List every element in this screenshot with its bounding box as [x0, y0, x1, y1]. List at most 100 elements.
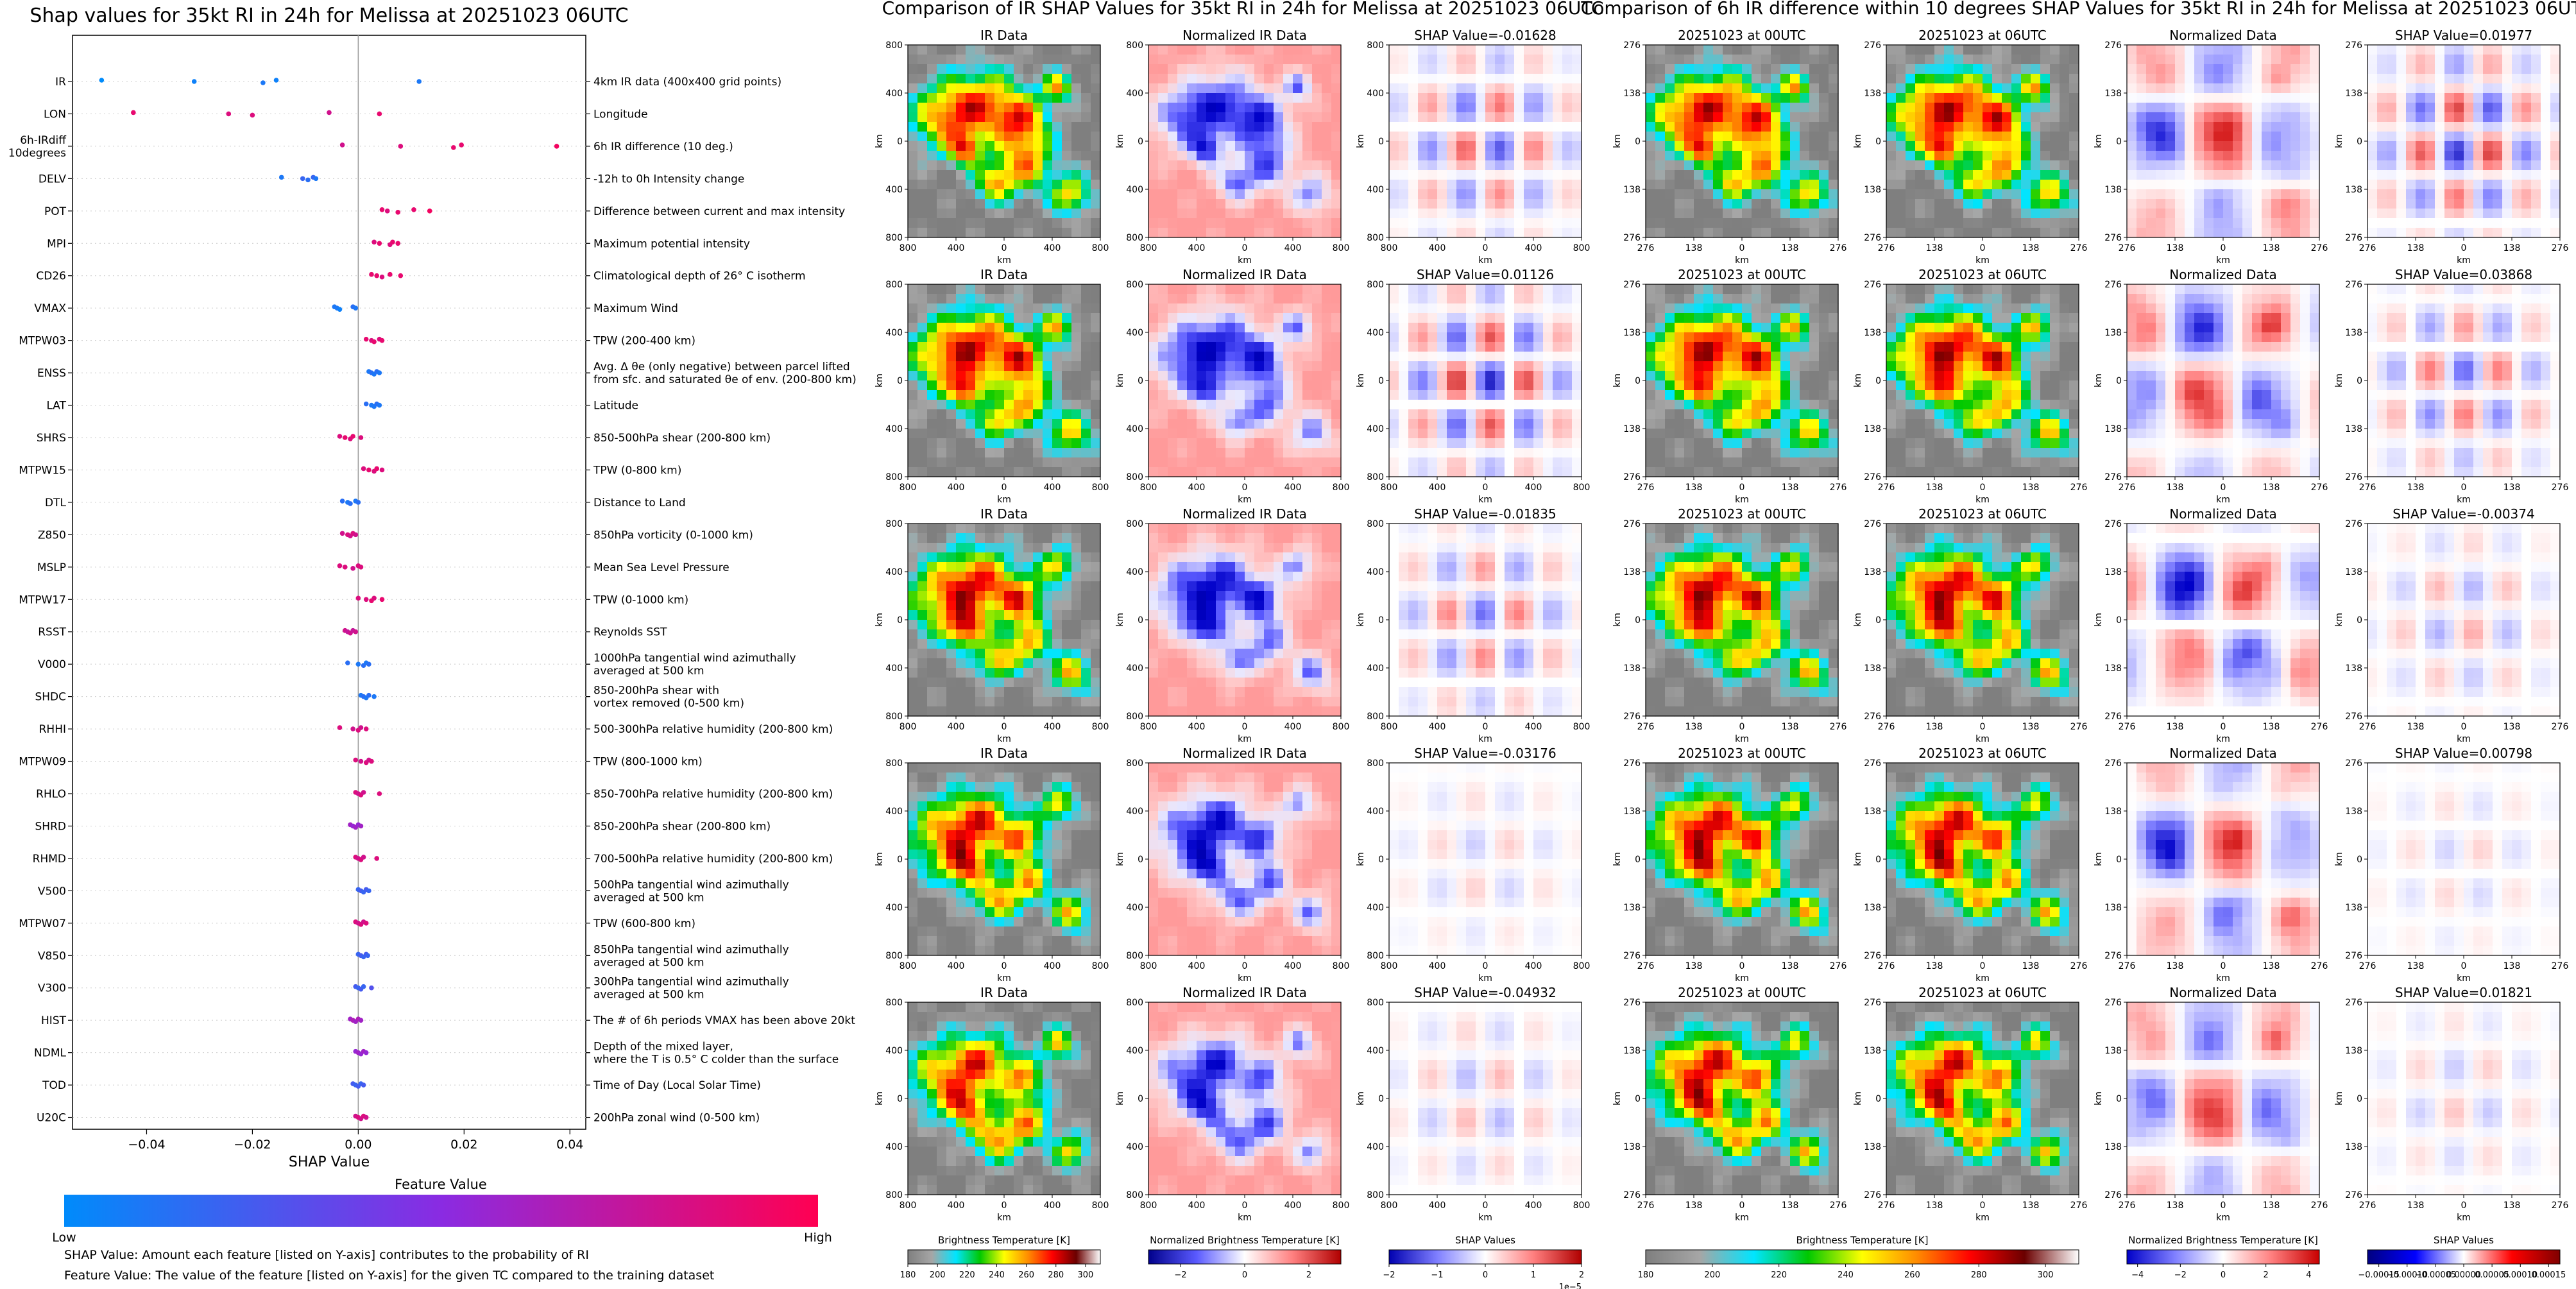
- image-cell: [1456, 228, 1467, 238]
- image-cell: [1062, 610, 1072, 620]
- image-cell: [1187, 658, 1197, 669]
- image-cell: [1466, 706, 1476, 717]
- image-cell: [1447, 151, 1457, 161]
- image-cell: [1052, 228, 1062, 238]
- image-cell: [1495, 180, 1505, 190]
- image-cell: [946, 419, 957, 429]
- image-cell: [1014, 821, 1024, 831]
- image-cell: [1476, 687, 1486, 697]
- image-cell: [1399, 591, 1409, 601]
- image-cell: [1312, 313, 1322, 323]
- image-cell: [1408, 218, 1419, 228]
- image-cell: [994, 878, 1005, 889]
- image-cell: [1553, 361, 1563, 371]
- image-cell: [1033, 151, 1043, 161]
- image-cell: [1514, 533, 1524, 543]
- image-cell: [1524, 581, 1534, 592]
- image-cell: [1081, 390, 1091, 400]
- image-cell: [1312, 170, 1322, 180]
- image-cell: [946, 332, 957, 343]
- image-cell: [1071, 849, 1082, 860]
- image-cell: [1225, 209, 1236, 219]
- image-cell: [1456, 180, 1467, 190]
- image-cell: [917, 907, 928, 918]
- image-cell: [1418, 687, 1428, 697]
- image-cell: [1014, 83, 1024, 94]
- image-cell: [1533, 180, 1544, 190]
- image-cell: [985, 419, 995, 429]
- image-cell: [1245, 773, 1255, 783]
- image-cell: [1148, 189, 1159, 200]
- image-cell: [1572, 132, 1582, 142]
- image-cell: [1052, 610, 1062, 620]
- image-cell: [1071, 706, 1082, 717]
- image-cell: [1428, 151, 1438, 161]
- feature-description: Depth of the mixed layer,: [593, 1041, 733, 1054]
- image-cell: [1245, 620, 1255, 630]
- image-cell: [1197, 782, 1207, 792]
- feature-description: TPW (800-1000 km): [593, 756, 703, 769]
- image-cell: [1148, 849, 1159, 860]
- image-cell: [956, 64, 966, 74]
- image-cell: [1408, 55, 1419, 65]
- image-cell: [1505, 629, 1515, 640]
- image-cell: [1447, 55, 1457, 65]
- image-cell: [1293, 294, 1303, 304]
- image-cell: [1543, 687, 1553, 697]
- image-cell: [975, 543, 985, 553]
- image-cell: [1062, 869, 1072, 879]
- feature-label: V300: [38, 982, 66, 995]
- image-cell: [1322, 620, 1332, 630]
- image-cell: [1293, 342, 1303, 352]
- image-cell: [1225, 284, 1236, 295]
- image-cell: [1216, 821, 1226, 831]
- image-cell: [1572, 55, 1582, 65]
- image-cell: [1081, 141, 1091, 151]
- image-cell: [917, 936, 928, 946]
- image-cell: [966, 782, 976, 792]
- image-cell: [1312, 332, 1322, 343]
- image-cell: [1331, 400, 1342, 410]
- image-cell: [1177, 103, 1188, 113]
- image-cell: [1408, 543, 1419, 553]
- image-cell: [1514, 390, 1524, 400]
- image-cell: [1168, 533, 1178, 543]
- image-cell: [1437, 591, 1447, 601]
- image-cell: [1235, 801, 1245, 812]
- image-cell: [1456, 438, 1467, 448]
- shap-point: [339, 142, 345, 148]
- image-cell: [1014, 122, 1024, 132]
- shap-point: [339, 531, 345, 536]
- image-cell: [1245, 409, 1255, 420]
- image-cell: [975, 160, 985, 171]
- image-cell: [1293, 170, 1303, 180]
- ir-image: [907, 762, 1101, 956]
- image-cell: [1004, 55, 1014, 65]
- image-cell: [1091, 352, 1101, 362]
- image-cell: [1052, 792, 1062, 802]
- image-cell: [1322, 888, 1332, 898]
- image-cell: [966, 562, 976, 572]
- image-cell: [1264, 429, 1274, 439]
- image-cell: [1235, 543, 1245, 553]
- image-cell: [908, 122, 918, 132]
- image-cell: [1456, 668, 1467, 678]
- image-cell: [1052, 821, 1062, 831]
- image-cell: [1572, 552, 1582, 563]
- image-cell: [1187, 419, 1197, 429]
- image-cell: [946, 668, 957, 678]
- image-cell: [1437, 457, 1447, 468]
- image-cell: [1302, 543, 1313, 553]
- image-cell: [1206, 649, 1216, 659]
- image-cell: [1572, 668, 1582, 678]
- image-cell: [927, 811, 937, 821]
- image-cell: [1476, 313, 1486, 323]
- image-cell: [1274, 122, 1284, 132]
- image-cell: [1264, 64, 1274, 74]
- image-cell: [1514, 313, 1524, 323]
- image-cell: [975, 170, 985, 180]
- image-cell: [1091, 678, 1101, 688]
- image-cell: [1177, 342, 1188, 352]
- image-cell: [927, 294, 937, 304]
- image-cell: [1293, 141, 1303, 151]
